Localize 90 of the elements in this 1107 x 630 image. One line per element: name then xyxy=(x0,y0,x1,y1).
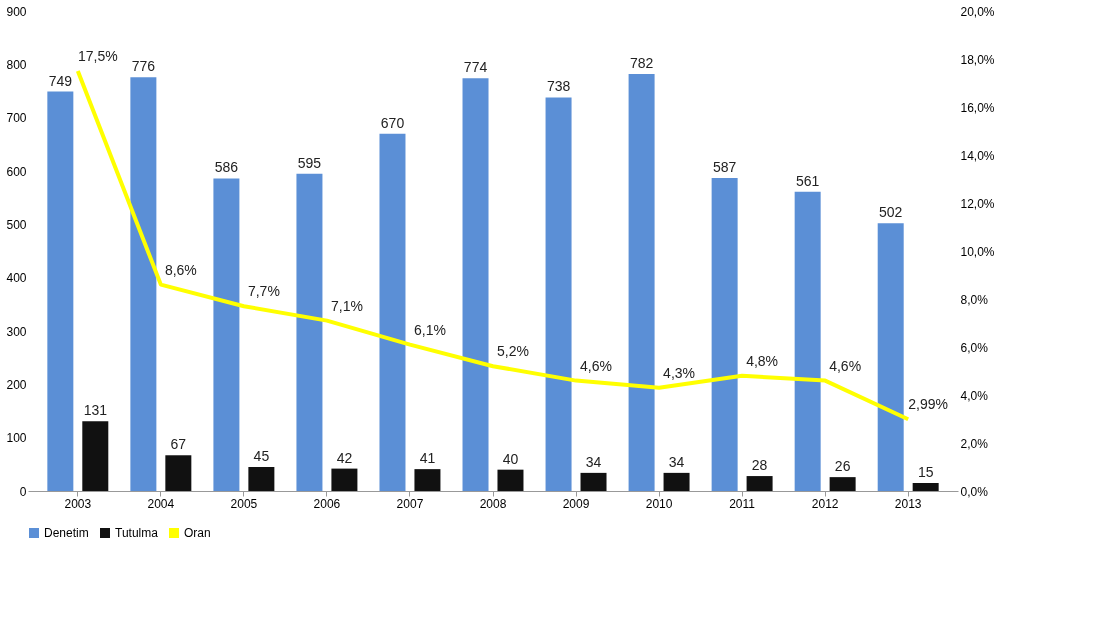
x-tick-label: 2011 xyxy=(729,496,756,511)
y-tick-label: 100 xyxy=(6,431,27,446)
data-label: 67 xyxy=(170,436,187,453)
x-tick-label: 2013 xyxy=(894,496,922,511)
data-label: 4,6% xyxy=(580,357,612,374)
data-label: 131 xyxy=(83,402,108,419)
y-tick-label: 400 xyxy=(6,271,27,286)
legend-label: Tutulma xyxy=(115,526,159,540)
data-label: 7,1% xyxy=(330,297,363,314)
data-label: 15 xyxy=(917,464,934,480)
y2-tick-label: 0,0% xyxy=(960,484,989,499)
bar xyxy=(663,472,690,491)
y2-tick-label: 20,0% xyxy=(960,4,995,19)
bar xyxy=(331,468,358,491)
legend-label: Oran xyxy=(184,526,211,540)
legend-label: Denetim xyxy=(44,526,89,540)
data-label: 749 xyxy=(48,72,73,89)
y2-tick-label: 2,0% xyxy=(960,436,989,451)
bar xyxy=(628,73,655,491)
y-tick-label: 800 xyxy=(6,57,27,72)
bar xyxy=(165,455,192,491)
bar xyxy=(711,177,738,491)
bar xyxy=(912,483,939,491)
bar xyxy=(130,77,157,491)
data-label: 28 xyxy=(751,457,768,474)
bar xyxy=(746,476,773,491)
data-label: 670 xyxy=(380,114,405,131)
bar xyxy=(877,223,904,491)
bar xyxy=(545,97,572,491)
data-label: 502 xyxy=(879,204,903,221)
data-label: 6,1% xyxy=(414,321,446,338)
data-label: 586 xyxy=(214,159,239,176)
x-tick-label: 2012 xyxy=(811,496,839,511)
y-tick-label: 0 xyxy=(19,484,27,499)
data-label: 4,3% xyxy=(663,364,696,381)
data-label: 26 xyxy=(834,458,851,475)
data-label: 5,2% xyxy=(497,343,529,360)
bar xyxy=(497,469,524,491)
bar xyxy=(379,133,406,491)
data-label: 595 xyxy=(297,154,322,171)
data-label: 738 xyxy=(546,78,571,95)
y2-tick-label: 18,0% xyxy=(960,52,995,67)
data-label: 4,6% xyxy=(829,357,862,374)
data-label: 41 xyxy=(419,450,436,467)
bar xyxy=(248,467,275,491)
y-tick-label: 200 xyxy=(6,377,27,392)
data-label: 8,6% xyxy=(164,261,197,278)
data-label: 7,7% xyxy=(247,283,280,300)
x-tick-label: 2004 xyxy=(147,496,175,511)
bar xyxy=(296,173,323,491)
bar xyxy=(82,421,109,491)
x-tick-label: 2005 xyxy=(230,496,258,511)
bar xyxy=(829,477,856,491)
bar xyxy=(213,178,240,491)
y-tick-label: 700 xyxy=(6,111,27,126)
x-tick-label: 2009 xyxy=(562,496,590,511)
bar xyxy=(414,469,441,491)
y2-tick-label: 4,0% xyxy=(960,388,989,403)
y2-tick-label: 10,0% xyxy=(960,244,995,259)
bar xyxy=(580,472,607,491)
bar xyxy=(794,191,821,491)
data-label: 34 xyxy=(668,453,685,470)
y2-tick-label: 16,0% xyxy=(960,100,995,115)
y-tick-label: 500 xyxy=(6,217,27,232)
y2-tick-label: 6,0% xyxy=(960,340,989,355)
data-label: 561 xyxy=(795,172,820,189)
y-tick-label: 900 xyxy=(6,4,27,19)
y2-tick-label: 8,0% xyxy=(960,292,989,307)
data-label: 4,8% xyxy=(746,352,779,369)
x-tick-label: 2006 xyxy=(313,496,341,511)
x-tick-label: 2010 xyxy=(645,496,673,511)
y2-tick-label: 14,0% xyxy=(960,148,995,163)
y-tick-label: 300 xyxy=(6,324,27,339)
data-label: 42 xyxy=(336,449,353,466)
y2-tick-label: 12,0% xyxy=(960,196,995,211)
data-label: 782 xyxy=(629,54,654,71)
data-label: 776 xyxy=(131,58,156,75)
data-label: 2,99% xyxy=(908,396,949,413)
data-label: 34 xyxy=(585,453,602,470)
x-tick-label: 2003 xyxy=(64,496,92,511)
data-label: 17,5% xyxy=(77,48,118,64)
y-tick-label: 600 xyxy=(6,164,27,179)
data-label: 40 xyxy=(502,450,519,467)
x-tick-label: 2008 xyxy=(479,496,507,511)
data-label: 774 xyxy=(463,59,488,76)
data-label: 45 xyxy=(253,448,270,464)
bar xyxy=(47,91,74,491)
data-label: 587 xyxy=(712,158,737,175)
x-tick-label: 2007 xyxy=(396,496,424,511)
bar xyxy=(462,78,489,491)
